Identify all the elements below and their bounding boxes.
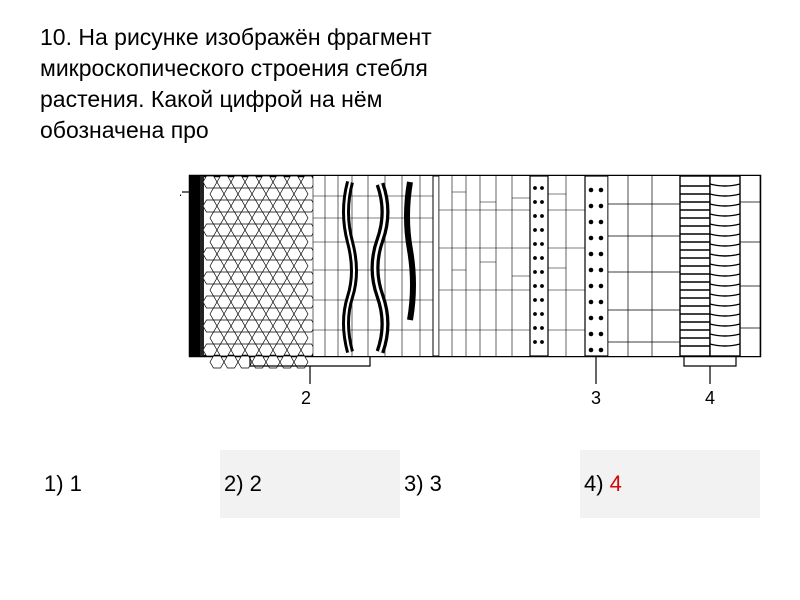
question-text: 10. На рисунке изображён фрагмент микрос… — [40, 22, 760, 146]
answer-3-val: 3 — [430, 471, 442, 497]
q-line2: микроскопического строения стебля — [40, 55, 428, 81]
answer-4-num: 4) — [584, 471, 604, 497]
answer-option-2[interactable]: 2) 2 — [220, 450, 400, 518]
answer-3-num: 3) — [404, 471, 424, 497]
diagram-label-1: 1 — [180, 180, 182, 200]
q-line4: обозначена про — [40, 117, 209, 143]
stem-diagram-container: 1 2 3 4 — [180, 152, 770, 422]
diagram-label-4: 4 — [705, 388, 715, 408]
answer-option-4[interactable]: 4) 4 — [580, 450, 760, 518]
answer-1-num: 1) — [44, 471, 64, 497]
answer-1-val: 1 — [70, 471, 82, 497]
diagram-label-3: 3 — [591, 388, 601, 408]
answer-option-1[interactable]: 1) 1 — [40, 450, 220, 518]
answer-4-val: 4 — [610, 471, 622, 497]
stem-cross-section-diagram: 1 2 3 4 — [180, 152, 770, 422]
answer-option-3[interactable]: 3) 3 — [400, 450, 580, 518]
answer-2-val: 2 — [250, 471, 262, 497]
diagram-label-2: 2 — [301, 388, 311, 408]
answer-options-row: 1) 1 2) 2 3) 3 4) 4 — [40, 450, 760, 518]
q-line3: растения. Какой цифрой на нём — [40, 86, 382, 112]
q-line1: 10. На рисунке изображён фрагмент — [40, 24, 432, 50]
answer-2-num: 2) — [224, 471, 244, 497]
